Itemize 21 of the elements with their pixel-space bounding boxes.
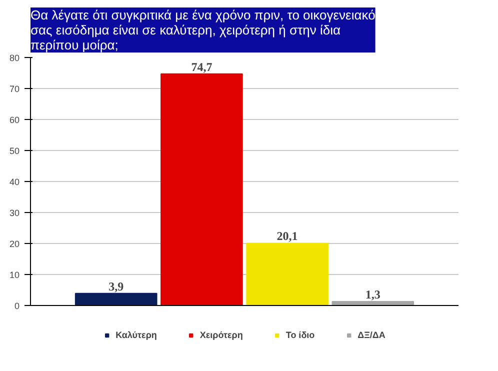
- chart-title: Θα λέγατε ότι συγκριτικά με ένα χρόνο πριν, το οικογενειακό σας εισόδημα είναι σε καλύτερη, χειρότερη ή στην ίδια περίπου μοίρα;: [30, 8, 376, 52]
- bar: [160, 73, 243, 306]
- data-label: 1,3: [365, 287, 380, 302]
- legend-label: ΔΞ/ΔΑ: [358, 330, 386, 340]
- data-label: 20,1: [276, 229, 298, 244]
- y-tick-label: 80: [9, 53, 20, 63]
- y-tick-label: 10: [9, 270, 20, 280]
- y-tick-label: 0: [14, 301, 20, 311]
- data-label: 3,9: [108, 279, 124, 294]
- y-tick-label: 20: [9, 239, 20, 249]
- legend-label: Το ίδιο: [286, 330, 315, 340]
- y-tick-label: 50: [9, 146, 20, 156]
- y-tick-label: 40: [9, 177, 20, 187]
- bar: [74, 292, 158, 306]
- y-tick-label: 60: [9, 115, 20, 125]
- legend-label: Καλύτερη: [116, 330, 157, 340]
- y-tick-label: 30: [9, 208, 20, 218]
- data-label: 74,7: [191, 60, 212, 74]
- y-tick-label: 70: [9, 84, 20, 94]
- legend-label: Χειρότερη: [200, 330, 243, 340]
- bar: [246, 242, 328, 306]
